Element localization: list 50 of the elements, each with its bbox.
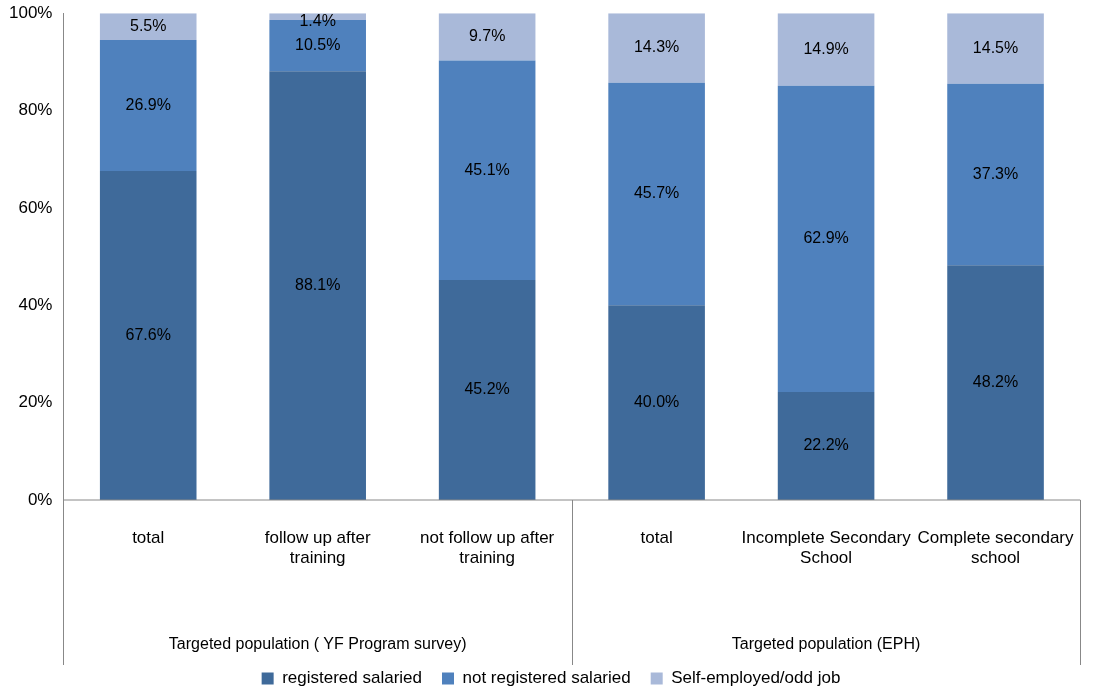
data-label: 10.5% bbox=[294, 35, 341, 53]
y-tick-label: 0% bbox=[27, 489, 53, 509]
data-label: 9.7% bbox=[468, 27, 506, 45]
data-label: 14.9% bbox=[803, 39, 849, 57]
x-tick-label: not follow up after training bbox=[420, 527, 555, 568]
data-label: 40.0% bbox=[633, 393, 680, 411]
bar bbox=[608, 13, 705, 83]
data-label: 14.5% bbox=[972, 38, 1019, 56]
bar bbox=[438, 13, 536, 61]
data-label: 1.4% bbox=[299, 11, 336, 29]
data-label: 22.2% bbox=[803, 436, 849, 454]
legend-label: registered salaried bbox=[282, 668, 422, 688]
data-label: 88.1% bbox=[294, 275, 341, 293]
x-tick-label: total bbox=[640, 527, 673, 547]
data-label: 48.2% bbox=[972, 373, 1019, 391]
bar bbox=[777, 391, 875, 500]
y-tick-label: 40% bbox=[18, 294, 53, 314]
legend-label: Self-employed/odd job bbox=[671, 668, 841, 688]
y-tick-label: 80% bbox=[18, 100, 53, 120]
text: Targeted population ( YF Program survey) bbox=[168, 635, 467, 653]
bar bbox=[99, 170, 197, 500]
bar bbox=[99, 39, 197, 171]
x-tick-label: total bbox=[132, 527, 165, 547]
data-label: 45.1% bbox=[464, 160, 510, 178]
data-label: 62.9% bbox=[803, 229, 849, 247]
data-label: 14.3% bbox=[633, 38, 680, 56]
data-label: 37.3% bbox=[972, 164, 1019, 182]
y-tick-label: 60% bbox=[18, 197, 53, 217]
data-label: 45.7% bbox=[633, 184, 680, 202]
bar bbox=[947, 13, 1044, 84]
text: Targeted population (EPH) bbox=[731, 635, 921, 653]
bar bbox=[608, 82, 705, 306]
bar bbox=[777, 85, 875, 392]
bar bbox=[438, 60, 536, 280]
data-label: 26.9% bbox=[125, 95, 171, 113]
legend-label: not registered salaried bbox=[462, 668, 631, 688]
data-label: 5.5% bbox=[129, 16, 167, 34]
y-tick-label: 20% bbox=[18, 392, 53, 412]
bar bbox=[438, 279, 536, 500]
bar bbox=[947, 265, 1044, 500]
bar bbox=[777, 13, 875, 86]
bar bbox=[608, 305, 705, 500]
x-tick-label: Complete secondary school bbox=[917, 527, 1074, 568]
x-tick-label: Incomplete Secondary School bbox=[741, 527, 912, 568]
data-label: 67.6% bbox=[125, 325, 171, 343]
bar bbox=[269, 71, 366, 500]
data-label: 45.2% bbox=[464, 380, 510, 398]
y-tick-label: 100% bbox=[9, 2, 53, 22]
x-tick-label: follow up after training bbox=[264, 527, 371, 568]
bar bbox=[947, 83, 1044, 266]
